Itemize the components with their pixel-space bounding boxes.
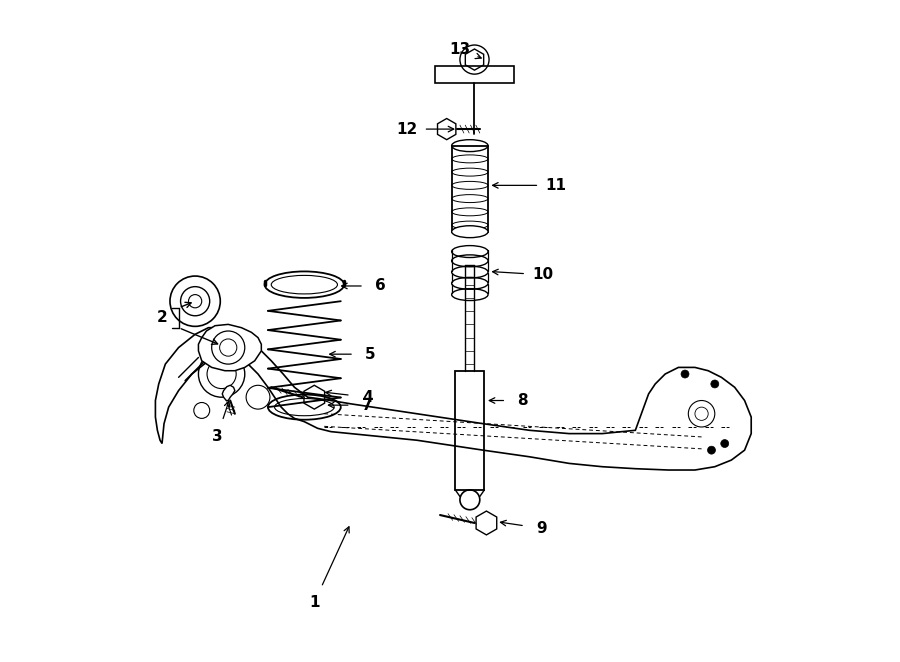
Circle shape	[711, 380, 719, 388]
Circle shape	[707, 446, 716, 454]
Ellipse shape	[452, 226, 488, 238]
Text: 7: 7	[362, 398, 373, 412]
Text: 6: 6	[375, 279, 386, 293]
Circle shape	[721, 440, 729, 448]
Text: 5: 5	[365, 347, 376, 361]
Text: 11: 11	[545, 178, 566, 193]
Text: 1: 1	[309, 595, 320, 610]
Bar	[455, 371, 484, 490]
Circle shape	[681, 370, 689, 378]
Text: 2: 2	[157, 310, 167, 325]
PathPatch shape	[198, 324, 261, 371]
PathPatch shape	[156, 328, 752, 470]
Text: 10: 10	[532, 267, 554, 282]
Text: 8: 8	[518, 393, 528, 408]
Text: 3: 3	[212, 430, 222, 444]
Text: 9: 9	[536, 521, 546, 536]
Bar	[452, 146, 488, 232]
Text: 4: 4	[362, 390, 373, 404]
Text: 13: 13	[449, 42, 471, 57]
Text: 12: 12	[396, 122, 418, 136]
PathPatch shape	[222, 385, 235, 401]
Bar	[435, 66, 514, 83]
